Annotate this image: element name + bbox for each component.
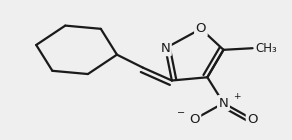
Text: O: O xyxy=(189,113,200,126)
Text: −: − xyxy=(178,108,186,118)
Text: +: + xyxy=(233,92,240,101)
Text: O: O xyxy=(196,22,206,35)
Text: O: O xyxy=(247,113,258,126)
Text: CH₃: CH₃ xyxy=(256,42,277,55)
Text: N: N xyxy=(219,97,228,110)
Text: N: N xyxy=(161,42,170,55)
